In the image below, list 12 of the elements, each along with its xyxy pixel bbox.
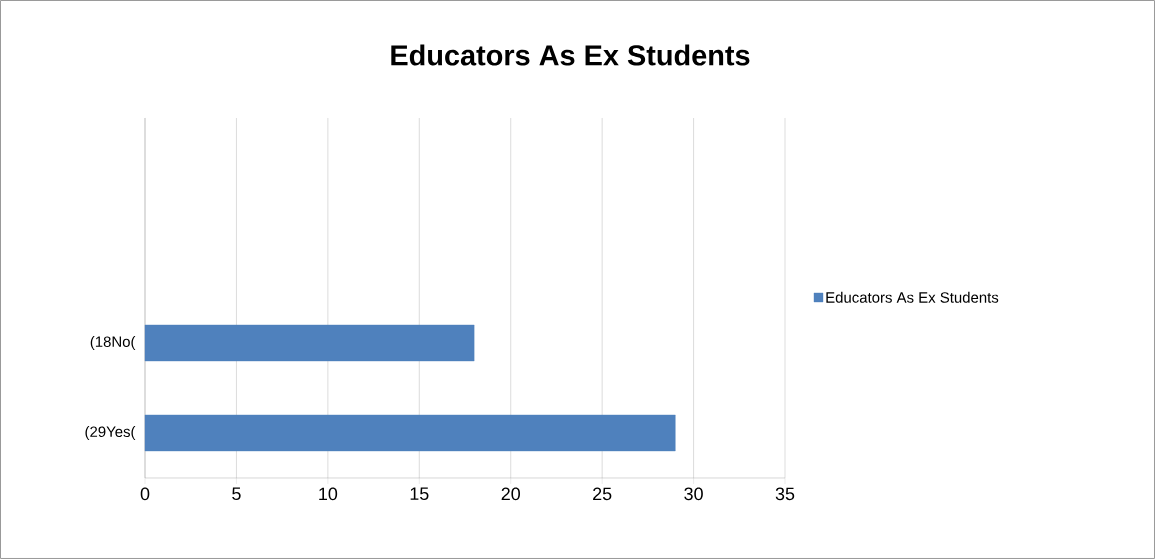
chart-title: Educators As Ex Students xyxy=(391,44,750,66)
x-tick-label: 5 xyxy=(232,487,241,501)
x-tick-label: 0 xyxy=(140,487,150,501)
y-tick-label: (29Yes( xyxy=(85,426,136,440)
x-tick-label: 10 xyxy=(319,487,338,501)
x-tick-label: 20 xyxy=(501,487,520,501)
legend-label: Educators As Ex Students xyxy=(826,291,999,303)
x-tick-label: 30 xyxy=(684,487,703,501)
x-tick-label: 35 xyxy=(775,487,795,501)
x-tick-label: 25 xyxy=(593,487,612,501)
y-tick-label: (18No( xyxy=(90,336,136,350)
x-tick-label: 15 xyxy=(410,487,429,501)
